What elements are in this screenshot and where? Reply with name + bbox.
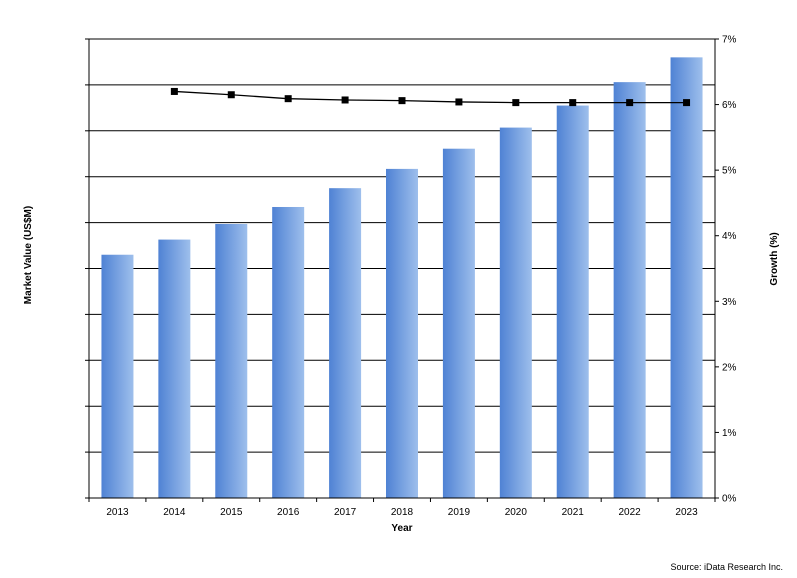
growth-marker [626,99,634,107]
bar-2017 [329,188,362,499]
x-tick-label: 2018 [391,507,414,518]
growth-marker [170,87,178,95]
growth-marker [683,99,691,107]
bar-2013 [101,254,134,498]
x-tick-label: 2020 [505,507,528,518]
bar-2015 [215,223,248,499]
growth-series-line [174,90,687,104]
y2-tick-label: 7% [722,35,737,46]
y2-tick-label: 3% [722,297,737,308]
x-tick-label: 2021 [562,507,585,518]
growth-line [170,87,691,107]
growth-marker [569,99,577,107]
growth-marker [284,95,292,103]
x-tick-label: 2015 [220,507,243,518]
axes [85,38,719,502]
y-axis-title: Market Value (US$M) [23,206,34,304]
bar-2020 [499,127,532,498]
bar-2014 [158,239,191,498]
y2-tick-label: 0% [722,494,737,505]
y2-tick-label: 1% [722,428,737,439]
bar-2019 [442,148,475,499]
y2-axis-title: Growth (%) [769,232,780,285]
growth-marker [227,91,235,99]
x-tick-label: 2017 [334,507,357,518]
x-tick-label: 2013 [106,507,129,518]
bars [101,57,703,499]
y2-tick-label: 6% [722,100,737,111]
x-tick-label: 2016 [277,507,300,518]
y2-tick-label: 2% [722,362,737,373]
bar-2021 [556,105,589,499]
x-tick-label: 2019 [448,507,471,518]
tick-labels: 2013 2014 2015 2016 2017 2018 2019 2020 2021 2022… [106,35,736,519]
source-note: Source: iData Research Inc. [670,562,783,572]
growth-marker [455,98,463,106]
bar-2018 [386,168,418,498]
y2-tick-label: 5% [722,166,737,177]
x-axis-title: Year [391,523,412,534]
growth-marker [512,99,520,107]
y2-tick-label: 4% [722,231,737,242]
growth-marker [341,96,349,104]
bar-2023 [670,57,703,499]
growth-marker [398,97,406,105]
bar-2016 [272,206,305,498]
x-tick-label: 2014 [163,507,186,518]
bar-2022 [613,82,646,499]
x-tick-label: 2022 [619,507,642,518]
x-tick-label: 2023 [675,507,698,518]
